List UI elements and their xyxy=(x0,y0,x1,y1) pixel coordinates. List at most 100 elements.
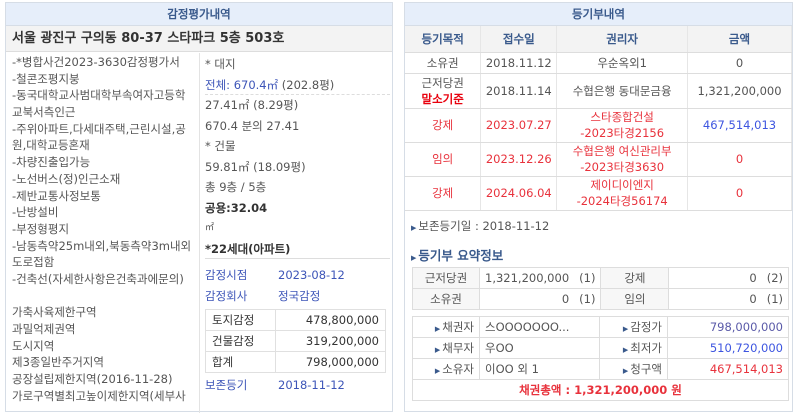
summary-value: 0 (2) xyxy=(668,266,789,289)
summary-label: 강제 xyxy=(600,266,670,289)
summary-amount: 0 xyxy=(749,270,757,285)
summary-row: 근저당권 1,321,200,000 (1) 강제 0 (2) xyxy=(412,266,789,289)
party-value[interactable]: 스OOOOOOO... xyxy=(479,315,600,338)
price-label: ▶ 감정가 xyxy=(599,315,668,338)
bullet-icon: ▶ xyxy=(411,253,417,262)
preservation-date-line: ▶ 보존등기일 : 2018-11-12 xyxy=(411,218,792,234)
summary-label: 임의 xyxy=(600,287,670,310)
summary-heading: ▶ 등기부 요약정보 xyxy=(411,248,792,264)
registry-date: 2023.12.26 xyxy=(485,152,552,166)
price-label-text: 최저가 xyxy=(630,340,662,355)
bullet-icon: ▶ xyxy=(622,345,629,354)
note-line: -부정형평지 xyxy=(12,221,70,236)
summary-amount: 0 xyxy=(749,291,757,306)
land-share: 670.4 분의 27.41 xyxy=(205,118,300,133)
value-row: 합계 798,000,000 xyxy=(204,351,386,373)
summary-value: 0 (1) xyxy=(668,287,789,310)
registry-row: 근저당권 말소기준 2018.11.14 수협은행 동대문금융 1,321,200,00… xyxy=(405,73,792,109)
registry-row: 강제 2023.07.27 스타종합건설 -2023타경2156 467,514,013 xyxy=(405,108,792,143)
bullet-icon: ▶ xyxy=(622,324,629,333)
bullet-icon: ▶ xyxy=(434,366,441,375)
registry-type: 근저당권 xyxy=(421,75,464,90)
case-number: -2024타경56174 xyxy=(576,194,668,208)
registry-table: 등기목적 접수일 권리자 금액 소유권 2018.11.12 우순옥외1 0 근저당권 말소기준… xyxy=(405,26,792,211)
column-header: 권리자 xyxy=(556,26,689,53)
note-line: -노선버스(정)인근소재 xyxy=(12,171,121,186)
bullet-icon: ▶ xyxy=(434,345,441,354)
land-total-value: 전체: 670.4㎡ xyxy=(205,77,279,92)
parties-table: ▶ 채권자 스OOOOOOO... ▶ 감정가 798,000,000 ▶ 채무자 우OO ▶ 최저… xyxy=(412,315,789,401)
appraisal-date: 2023-08-12 xyxy=(278,268,345,282)
summary-table: 근저당권 1,321,200,000 (1) 강제 0 (2) 소유권 0 (1) 임의 0 (1) xyxy=(412,266,789,310)
summary-title: 등기부 요약정보 xyxy=(418,247,504,263)
value-label: 토지감정 xyxy=(204,309,277,331)
value-row: 토지감정 478,800,000 xyxy=(204,309,386,331)
total-row: 채권총액 : 1,321,200,000 원 xyxy=(412,378,789,401)
party-label-text: 채무자 xyxy=(442,340,474,355)
price-value: 467,514,013 xyxy=(667,357,789,380)
note-line: 가축사육제한구역 xyxy=(12,305,97,320)
registry-type: 강제 xyxy=(432,118,454,132)
note-line: -난방설비 xyxy=(12,205,59,220)
registry-type: 소유권 xyxy=(426,55,459,70)
summary-count: (2) xyxy=(766,270,783,285)
note-line: -동국대학교사범대학부속여자고등학 xyxy=(12,88,186,103)
appraisal-company: 정국감정 xyxy=(278,288,321,303)
column-header: 등기목적 xyxy=(405,26,482,53)
registry-row: 소유권 2018.11.12 우순옥외1 0 xyxy=(405,52,792,74)
summary-count: (1) xyxy=(766,291,783,306)
note-line: 가로구역별최고높이제한지역(세부사 xyxy=(12,388,186,403)
party-row: ▶ 소유자 이OO 외 1 ▶ 청구액 467,514,013 xyxy=(412,357,789,380)
note-line xyxy=(12,288,199,305)
price-label: ▶ 청구액 xyxy=(599,357,668,380)
registry-date: 2024.06.04 xyxy=(485,186,552,200)
registry-amount: 0 xyxy=(735,186,744,200)
party-row: ▶ 채무자 우OO ▶ 최저가 510,720,000 xyxy=(412,336,789,359)
note-line: 도시지역 xyxy=(12,338,55,353)
registry-date: 2023.07.27 xyxy=(485,118,552,132)
value-amount: 319,200,000 xyxy=(275,330,386,352)
appraisal-values-table: 토지감정 478,800,000 건물감정 319,200,000 합계 798,000,… xyxy=(204,309,386,373)
summary-label: 소유권 xyxy=(412,287,480,310)
land-area: 27.41㎡ (8.29평) xyxy=(205,98,299,112)
total-claims: 채권총액 : 1,321,200,000 원 xyxy=(412,378,789,401)
common-unit: ㎡ xyxy=(205,223,215,233)
summary-count: (1) xyxy=(579,270,596,285)
bullet-icon: ▶ xyxy=(434,324,441,333)
summary-value: 0 (1) xyxy=(478,287,602,310)
registry-row: 강제 2024.06.04 제이디이엔지 -2024타경56174 0 xyxy=(405,176,792,211)
units: *22세대(아파트) xyxy=(205,239,390,259)
appraisal-company-label: 감정회사 xyxy=(205,288,248,303)
registry-date: 2018.11.14 xyxy=(485,83,552,98)
registry-amount: 467,514,013 xyxy=(702,118,777,132)
land-total: 전체: 670.4㎡ (202.8평) xyxy=(205,75,390,95)
registry-title: 등기부내역 xyxy=(405,3,792,26)
preservation-date: 2018-11-12 xyxy=(278,378,345,392)
land-label: * 대지 xyxy=(205,57,236,71)
registry-type: 임의 xyxy=(432,152,454,166)
note-line: -철콘조평지붕 xyxy=(12,71,80,86)
registry-amount: 0 xyxy=(735,152,744,166)
building-area: 59.81㎡ (18.09평) xyxy=(205,159,306,174)
summary-row: 소유권 0 (1) 임의 0 (1) xyxy=(412,287,789,310)
note-line: -남동측약25m내외,북동측약3m내외 xyxy=(12,238,192,253)
summary-value: 1,321,200,000 (1) xyxy=(478,266,602,289)
floors: 총 9층 / 5층 xyxy=(205,180,267,194)
value-amount: 798,000,000 xyxy=(275,351,386,373)
party-row: ▶ 채권자 스OOOOOOO... ▶ 감정가 798,000,000 xyxy=(412,315,789,338)
registry-holder: 수협은행 동대문금융 xyxy=(572,83,672,98)
party-value[interactable]: 이OO 외 1 xyxy=(479,357,600,380)
price-value: 510,720,000 xyxy=(667,336,789,359)
registry-amount: 0 xyxy=(735,55,744,70)
bullet-icon: ▶ xyxy=(411,223,417,232)
note-line: 교북서측인근 xyxy=(12,105,76,120)
preservation-date-text: 보존등기일 : 2018-11-12 xyxy=(418,218,550,233)
value-label: 건물감정 xyxy=(204,330,277,352)
value-label: 합계 xyxy=(204,351,277,373)
party-value[interactable]: 우OO xyxy=(479,336,600,359)
column-header: 접수일 xyxy=(480,26,558,53)
summary-count: (1) xyxy=(579,291,596,306)
registry-date: 2018.11.12 xyxy=(485,55,552,70)
cancellation-basis-badge: 말소기준 xyxy=(421,91,464,106)
note-line: 제3종일반주거지역 xyxy=(12,355,104,370)
